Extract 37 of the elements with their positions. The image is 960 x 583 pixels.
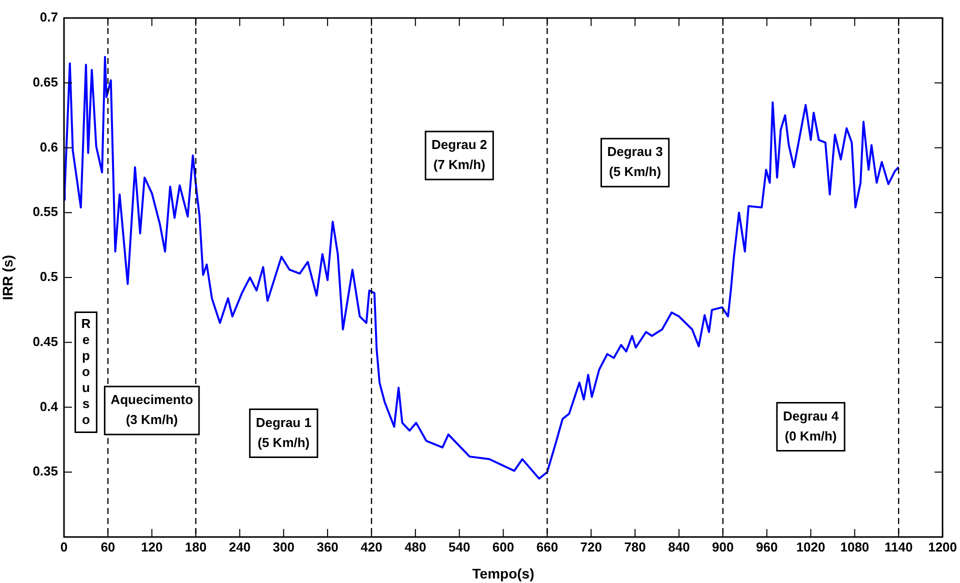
x-tick-label: 960 [756,539,778,554]
x-tick-label: 780 [624,539,646,554]
x-tick-label: 120 [141,539,163,554]
x-tick-label: 1200 [928,539,957,554]
y-tick-label: 0.65 [32,74,58,90]
annotation: Degrau 2 (7 Km/h) [432,137,488,172]
x-tick-label: 240 [228,539,251,554]
x-tick-label: 660 [536,539,558,554]
annotation: Degrau 1 (5 Km/h) [256,414,312,450]
x-axis-title: Tempo(s) [472,565,534,582]
x-tick-label: 600 [492,539,514,554]
y-axis-title: IRR (s) [0,254,16,300]
x-tick-label: 1020 [796,539,826,554]
x-tick-label: 60 [100,539,116,554]
x-tick-label: 180 [184,539,207,554]
x-tick-label: 540 [448,539,470,554]
y-tick-label: 0.7 [40,10,58,25]
x-tick-label: 360 [316,539,338,554]
y-tick-label: 0.35 [32,464,58,479]
x-tick-label: 0 [60,539,68,554]
annotation: Repouso [81,316,92,427]
annotation: Aquecimento (3 Km/h) [110,392,194,428]
annotation: Degrau 4 (0 Km/h) [782,408,840,444]
x-tick-label: 300 [272,539,294,554]
x-tick-label: 840 [668,539,690,554]
x-tick-label: 1140 [884,539,913,554]
y-tick-label: 0.4 [40,398,59,414]
x-tick-label: 1080 [840,539,870,554]
y-tick-label: 0.45 [32,334,58,349]
x-tick-label: 720 [580,539,602,554]
y-tick-label: 0.6 [40,139,58,154]
annotation: Degrau 3 (5 Km/h) [607,144,663,180]
x-tick-label: 480 [404,539,426,554]
y-tick-label: 0.55 [32,204,58,220]
x-tick-label: 900 [712,539,734,554]
x-tick-label: 420 [360,539,382,554]
y-tick-label: 0.5 [40,269,58,284]
